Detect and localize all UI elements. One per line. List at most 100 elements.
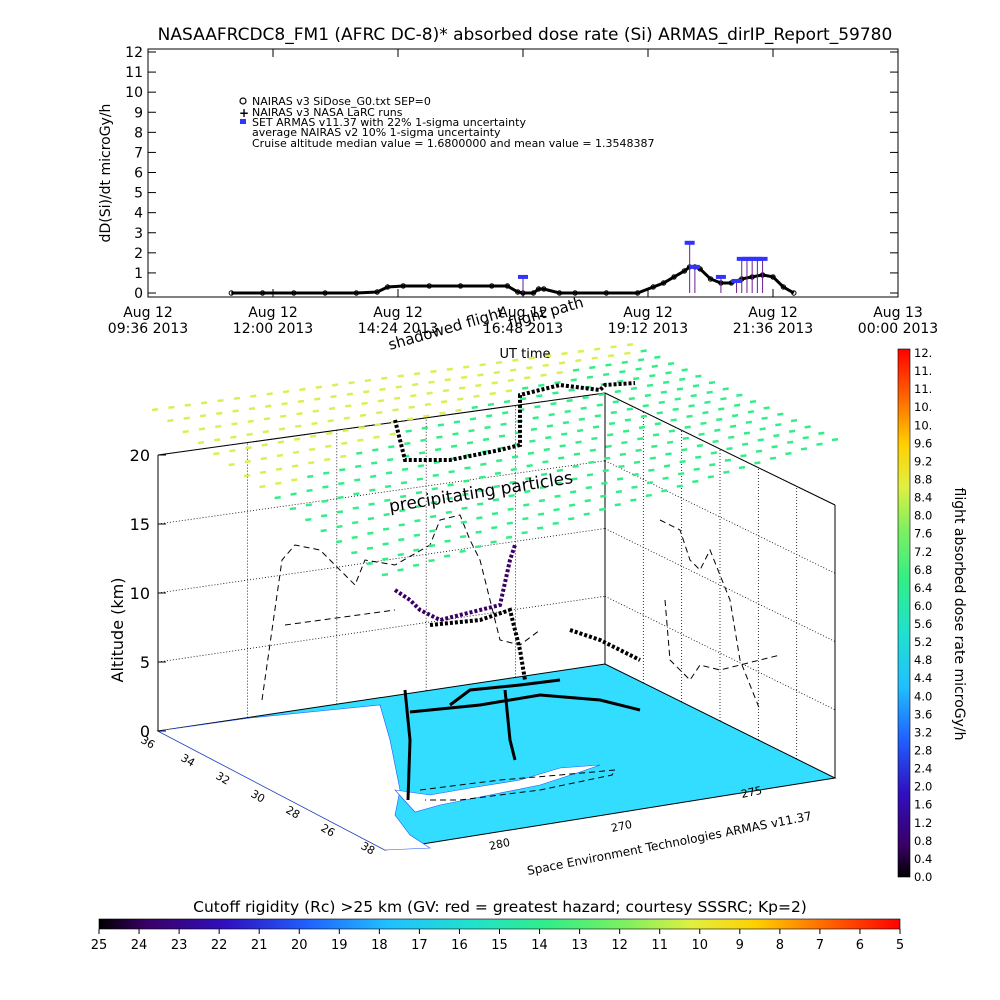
precip-dash	[610, 410, 617, 415]
precip-dash	[377, 399, 385, 403]
legend-entry-nairas-larc: NAIRAS v3 NASA LaRC runs	[252, 106, 403, 119]
scene-3d: 0 5 10 15 20 Altitude (km) 36 34 32 30 28 26 38 28…	[108, 342, 839, 878]
precip-dash	[248, 406, 256, 411]
precip-dash	[538, 383, 545, 388]
precip-dash	[361, 401, 368, 406]
precip-dash	[769, 456, 777, 460]
precip-dash	[548, 413, 555, 417]
precip-dash	[741, 442, 749, 446]
precip-dash	[493, 484, 501, 489]
series-armas-point	[684, 240, 695, 245]
precip-dash	[244, 459, 251, 464]
precip-dash	[151, 407, 159, 412]
precip-dash	[429, 529, 436, 533]
precip-dash	[462, 492, 469, 497]
precip-dash	[339, 468, 346, 472]
precip-dash	[731, 413, 739, 418]
precip-dash	[296, 412, 303, 416]
precip-dash	[363, 390, 370, 394]
side-wall-shadow-track	[659, 519, 781, 711]
precip-dash	[728, 435, 735, 439]
legend-entry-cruise-altitude: Cruise altitude median value = 1.6800000…	[252, 137, 655, 150]
floor-flight-track	[403, 678, 641, 801]
right-colorbar-tick-label: 12.	[914, 346, 932, 360]
right-colorbar-tick-label: 6.8	[914, 563, 932, 577]
side-wall-grid-line	[604, 595, 836, 711]
precip-dash	[520, 397, 527, 401]
precip-dash	[458, 386, 466, 390]
precip-dash	[720, 397, 727, 401]
precip-dash	[408, 405, 415, 409]
flight-path-top	[393, 381, 636, 462]
precip-dash	[322, 485, 329, 489]
precip-dash	[307, 461, 315, 465]
series-armas-point	[736, 256, 747, 261]
precip-dash	[414, 519, 421, 523]
flight-path-lower	[429, 607, 641, 681]
right-colorbar-tick-label: 2.0	[914, 780, 932, 794]
precip-dash	[197, 440, 205, 445]
floor-land-coast	[394, 764, 601, 813]
series-nairas-point	[770, 274, 776, 280]
precip-dash	[559, 444, 566, 448]
precip-dash	[461, 506, 468, 510]
precip-dash	[418, 451, 426, 455]
precip-dash	[505, 389, 513, 393]
precip-dash	[259, 484, 266, 489]
precip-dash	[562, 420, 570, 425]
series-nairas-point	[291, 290, 297, 296]
precip-dash	[661, 489, 668, 493]
precip-dash	[487, 402, 495, 407]
precip-dash	[352, 506, 359, 510]
right-colorbar-tick-label: 3.2	[914, 725, 932, 739]
series-nairas-point	[322, 290, 328, 296]
precip-dash	[712, 439, 719, 444]
precip-dash	[658, 400, 665, 405]
series-nairas-line	[231, 265, 795, 295]
precip-dash	[493, 370, 500, 375]
top-x-tick-label-line2: 14:24 2013	[358, 321, 438, 337]
precip-dash	[245, 446, 252, 450]
bottom-colorbar-tick-label: 7	[816, 938, 824, 953]
precip-dash	[385, 471, 393, 475]
precip-dash	[646, 383, 654, 388]
series-nairas-point	[660, 280, 667, 286]
precip-dash	[475, 530, 482, 534]
precip-dash	[684, 425, 691, 429]
precip-dash	[787, 440, 794, 444]
precip-dash	[447, 483, 454, 487]
precip-dash	[591, 356, 598, 360]
top-y-tick-label: 10	[125, 85, 143, 101]
precip-dash	[374, 423, 381, 427]
precip-dash	[738, 465, 746, 470]
precip-dash	[325, 444, 332, 448]
top-x-tick-label-line1: Aug 12	[748, 305, 798, 321]
precip-dash	[635, 367, 642, 371]
precip-dash	[416, 477, 424, 481]
precip-dash	[570, 490, 577, 494]
precip-dash	[399, 508, 406, 513]
precip-dash	[466, 441, 474, 445]
precip-dash	[608, 421, 616, 426]
bottom-colorbar-ticks: 25 24 23 22 21 20 19 18 17 16 15 14 13 12 11 10 9 8 7 6 5	[91, 929, 904, 953]
top-x-tick-label-line1: Aug 12	[123, 305, 173, 321]
precip-dash	[442, 388, 450, 393]
lon-ticks: 280 270 275	[488, 784, 763, 853]
right-colorbar-tick-label: 4.4	[914, 671, 932, 685]
precip-dash	[400, 481, 408, 485]
series-nairas-point	[374, 289, 380, 295]
series-armas-point	[747, 256, 758, 261]
top-x-tick-label-line2: 19:12 2013	[608, 321, 688, 337]
precip-dash	[477, 502, 484, 506]
series-nairas-point	[697, 266, 703, 272]
precip-dash	[228, 462, 235, 467]
precip-dash	[393, 396, 401, 400]
series-nairas-point	[457, 283, 464, 289]
precip-dash	[321, 499, 328, 503]
precip-dash	[677, 472, 685, 476]
precip-dash	[645, 493, 652, 498]
bottom-colorbar-tick-label: 6	[856, 938, 864, 953]
precip-dash	[453, 420, 461, 424]
lon-tick-label: 280	[488, 836, 511, 853]
